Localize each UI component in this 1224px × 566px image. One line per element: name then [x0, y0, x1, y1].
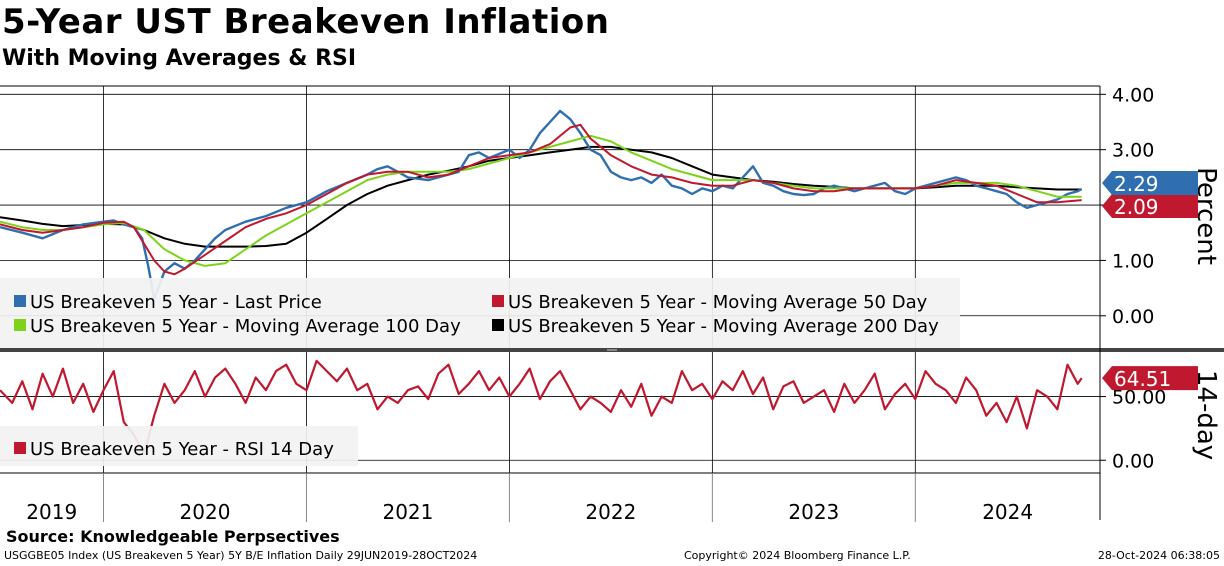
x-tick-label: 2023 — [788, 500, 839, 524]
series-line-ma100 — [0, 134, 1082, 267]
last-value-label: 2.09 — [1114, 195, 1159, 219]
rsi-tick-label: 0.00 — [1112, 450, 1154, 472]
legend-swatch — [14, 295, 26, 307]
price-legend-box — [0, 278, 960, 348]
index-info: USGGBE05 Index (US Breakeven 5 Year) 5Y … — [4, 549, 478, 562]
last-value-label: 2.29 — [1114, 172, 1159, 196]
chart-title: 5-Year UST Breakeven Inflation — [2, 2, 610, 42]
legend-swatch — [492, 319, 504, 331]
price-tick-label: 3.00 — [1112, 140, 1154, 162]
last-value-tag — [1102, 170, 1198, 195]
last-value-label: 64.51 — [1114, 367, 1171, 391]
legend-swatch — [14, 319, 26, 331]
legend-label: US Breakeven 5 Year - Moving Average 100… — [30, 316, 461, 337]
source-note: Source: Knowledgeable Perpsectives — [6, 527, 340, 546]
legend-swatch — [14, 442, 26, 454]
legend-label: US Breakeven 5 Year - RSI 14 Day — [30, 439, 334, 460]
series-line-rsi — [0, 359, 1083, 455]
copyright-note: Copyright© 2024 Bloomberg Finance L.P. — [684, 549, 911, 562]
price-tick-label: 0.00 — [1112, 306, 1154, 328]
price-panel-series — [0, 109, 1083, 301]
last-value-tags: 2.092.29 64.51 — [1102, 170, 1198, 391]
x-tick-label: 2021 — [382, 500, 433, 524]
rsi-legend-box — [0, 426, 358, 466]
series-line-ma50 — [0, 123, 1082, 276]
price-tick-label: 4.00 — [1112, 84, 1154, 106]
legend-swatch — [492, 295, 504, 307]
last-value-tag — [1102, 366, 1198, 391]
x-tick-label: 2022 — [585, 500, 636, 524]
price-tick-label: 1.00 — [1112, 250, 1154, 272]
timestamp: 28-Oct-2024 06:38:05 — [1097, 549, 1220, 562]
x-tick-label: 2020 — [180, 500, 231, 524]
x-tick-label: 2019 — [26, 500, 77, 524]
rsi-tick-label: 50.00 — [1112, 387, 1166, 409]
last-value-tag — [1102, 194, 1198, 219]
series-line-last-price — [0, 109, 1083, 301]
legend-label: US Breakeven 5 Year - Moving Average 50 … — [508, 292, 928, 313]
series-line-ma200 — [0, 145, 1082, 248]
legend-label: US Breakeven 5 Year - Last Price — [30, 292, 322, 313]
legends: US Breakeven 5 Year - Last Price US Break… — [0, 278, 960, 466]
legend-label: US Breakeven 5 Year - Moving Average 200… — [508, 316, 939, 337]
chart-subtitle: With Moving Averages & RSI — [2, 46, 357, 71]
x-tick-label: 2024 — [982, 500, 1033, 524]
rsi-panel-series — [0, 359, 1083, 455]
